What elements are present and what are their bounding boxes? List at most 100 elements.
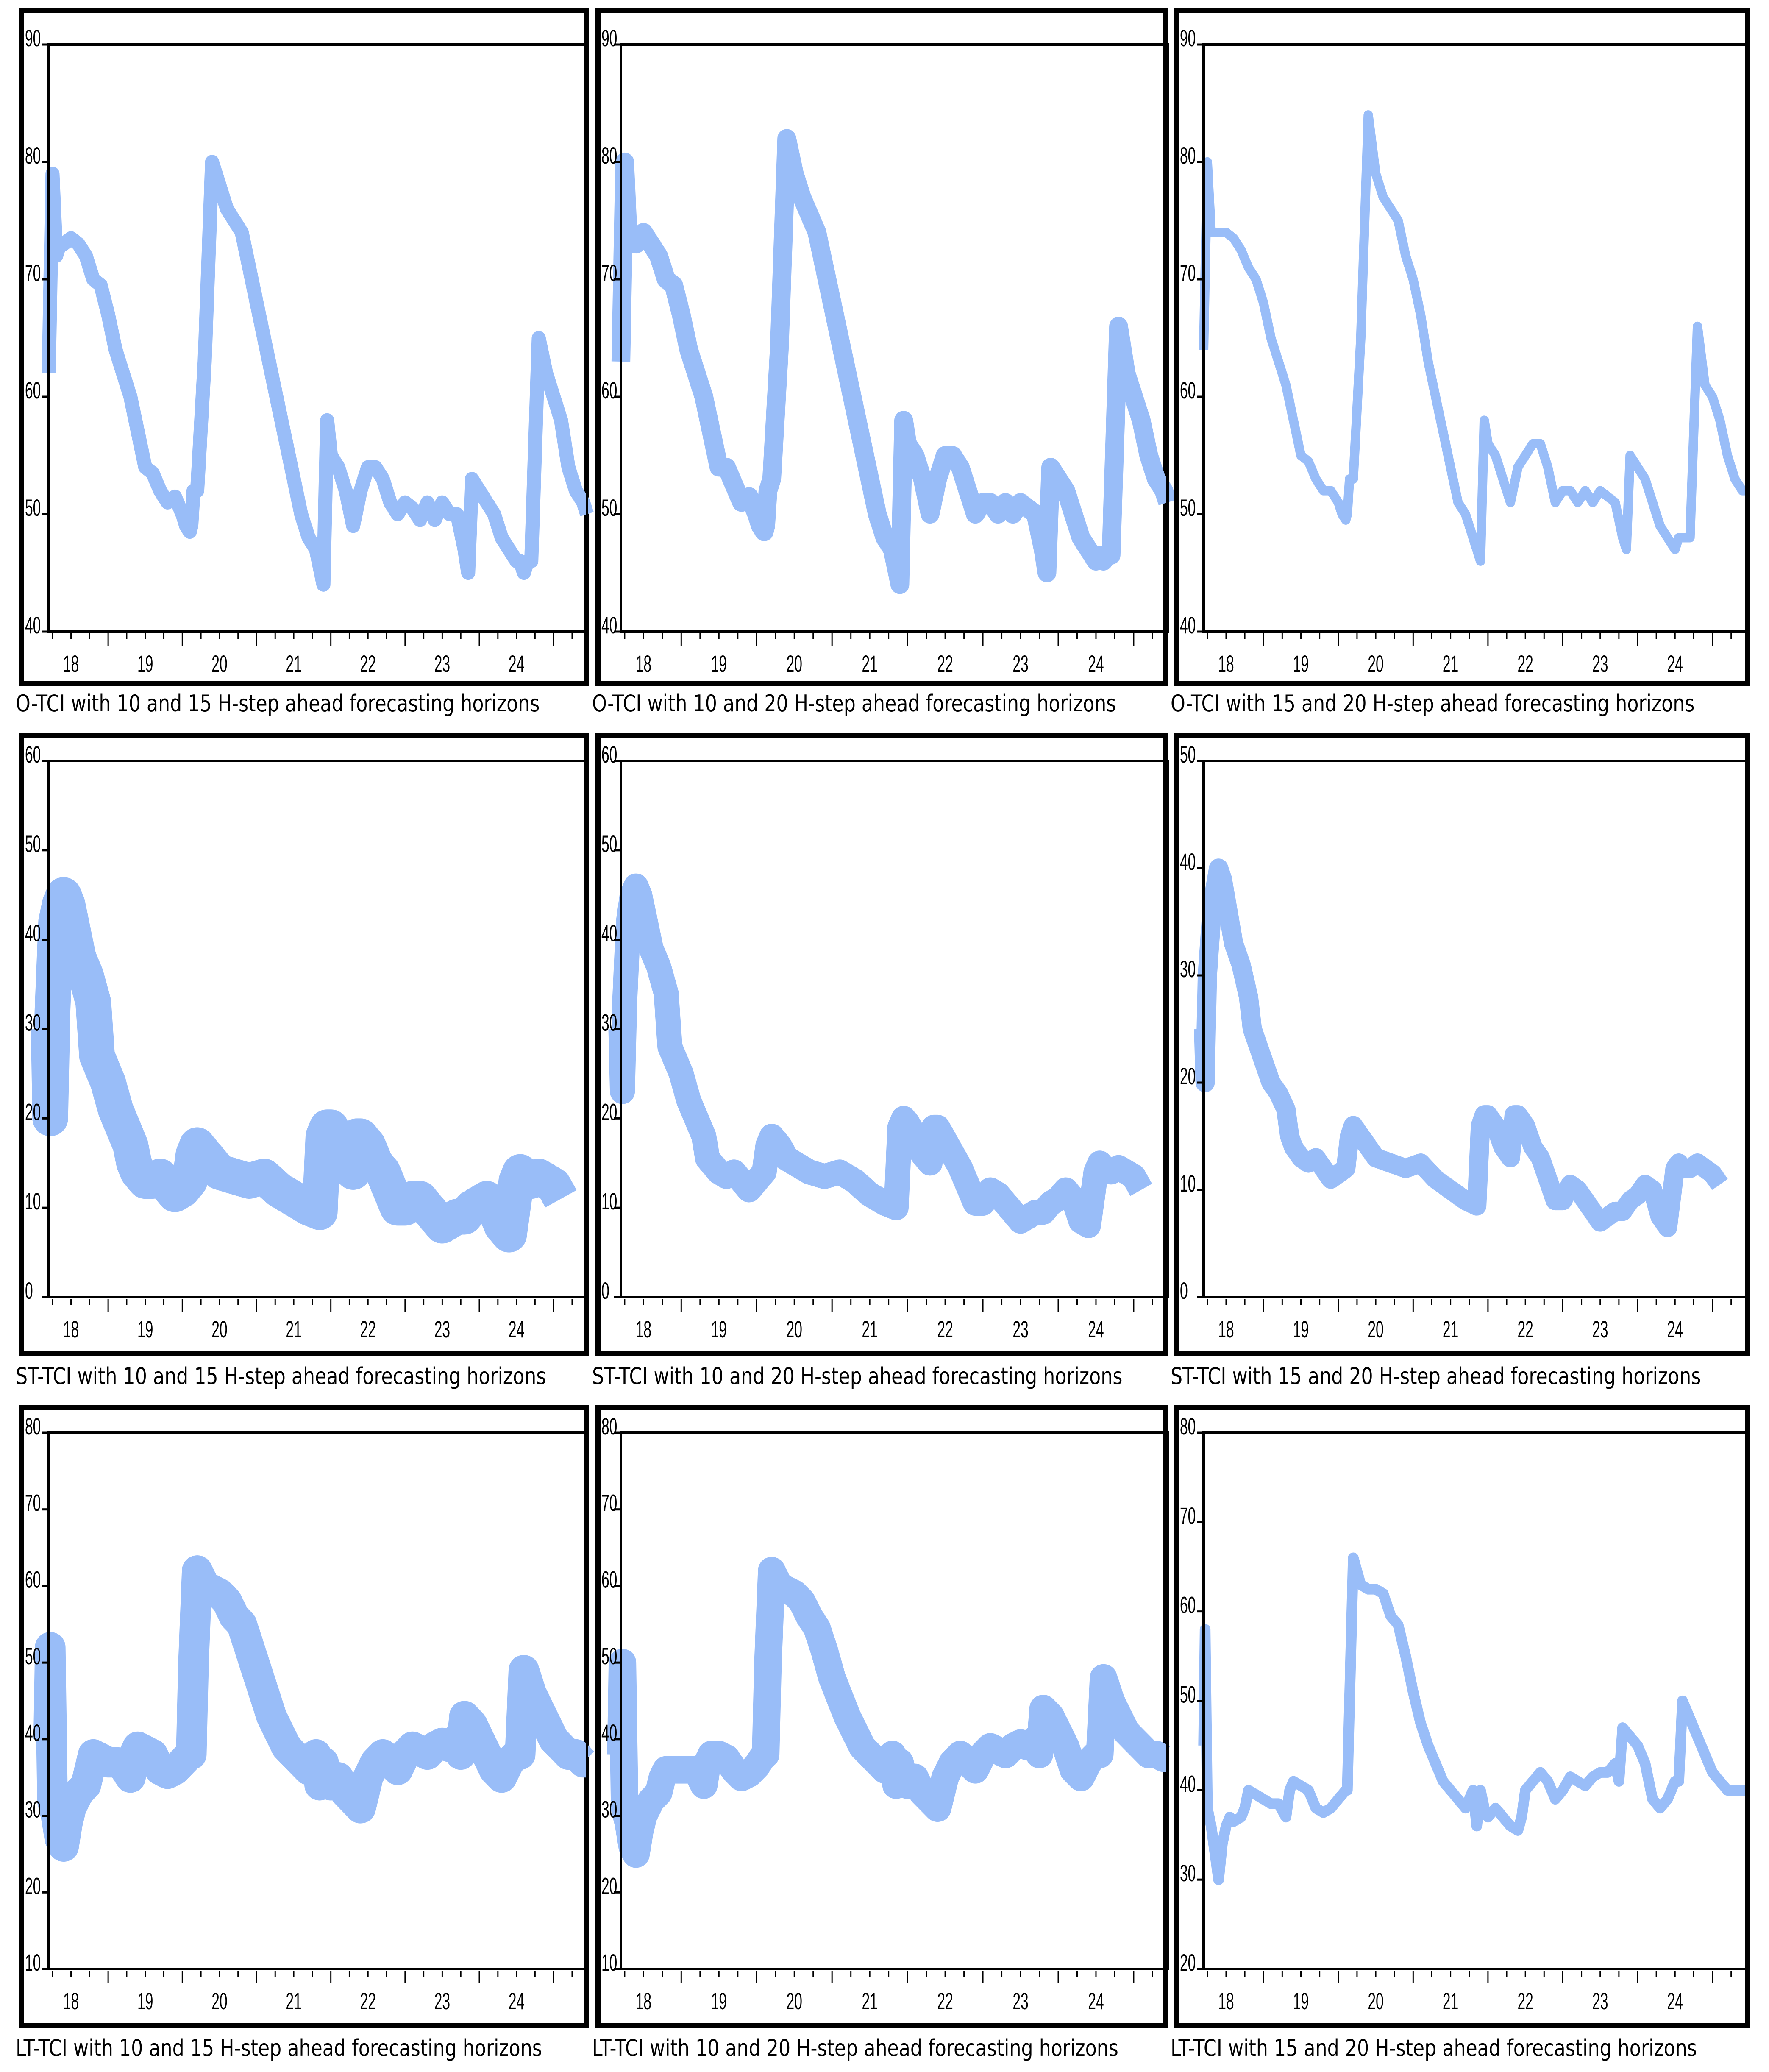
x-tick-label: 18: [63, 650, 79, 677]
y-tick-label: 40: [1180, 1770, 1196, 1797]
x-tick-label: 23: [1012, 1316, 1028, 1342]
chart-frame: [595, 733, 1168, 1356]
y-tick-label: 40: [601, 920, 617, 947]
y-tick-label: 80: [601, 142, 617, 169]
y-tick-label: 60: [1180, 377, 1196, 404]
x-tick-label: 22: [937, 650, 953, 677]
y-tick-label: 70: [601, 259, 617, 286]
series-line: [31, 877, 577, 1253]
x-tick-label: 23: [1012, 1988, 1028, 2014]
y-tick-label: 50: [601, 1643, 617, 1669]
y-tick-label: 20: [25, 1098, 41, 1125]
x-tick-label: 24: [509, 1988, 524, 2014]
series-line: [608, 873, 1152, 1238]
y-tick-label: 90: [1180, 25, 1196, 51]
y-tick-label: 40: [25, 920, 41, 947]
x-tick-label: 19: [1293, 650, 1309, 677]
y-tick-label: 10: [601, 1188, 617, 1214]
x-tick-label: 19: [137, 1316, 153, 1342]
y-tick-label: 30: [25, 1009, 41, 1036]
x-tick-label: 19: [711, 650, 727, 677]
x-tick-label: 23: [1592, 1316, 1608, 1342]
x-tick-label: 21: [862, 1316, 877, 1342]
y-tick-label: 80: [25, 1413, 41, 1440]
plot-area-border: [47, 43, 588, 633]
x-tick-label: 18: [636, 1316, 651, 1342]
x-tick-label: 24: [1088, 1316, 1104, 1342]
y-tick-label: 70: [1180, 1502, 1196, 1529]
y-tick-label: 60: [601, 741, 617, 768]
y-tick-label: 50: [1180, 494, 1196, 521]
y-tick-label: 30: [601, 1009, 617, 1036]
x-tick-label: 20: [211, 650, 227, 677]
y-tick-label: 70: [601, 1490, 617, 1516]
plot-area-border: [620, 1431, 1169, 1970]
x-tick-label: 20: [211, 1316, 227, 1342]
y-tick-label: 0: [601, 1277, 609, 1304]
x-tick-label: 24: [509, 650, 524, 677]
y-tick-label: 10: [1180, 1170, 1196, 1197]
x-tick-label: 24: [1667, 1316, 1683, 1342]
y-tick-label: 80: [601, 1413, 617, 1440]
chart-caption: O-TCI with 10 and 20 H-step ahead foreca…: [592, 690, 1116, 717]
y-tick-label: 40: [25, 1719, 41, 1746]
chart-caption: ST-TCI with 10 and 20 H-step ahead forec…: [592, 1363, 1123, 1390]
x-tick-label: 21: [1443, 650, 1458, 677]
x-tick-label: 23: [1592, 1988, 1608, 2014]
chart-caption: O-TCI with 10 and 15 H-step ahead foreca…: [16, 690, 540, 717]
y-tick-label: 0: [1180, 1277, 1188, 1304]
y-tick-label: 50: [1180, 1681, 1196, 1708]
chart-caption: LT-TCI with 10 and 15 H-step ahead forec…: [16, 2035, 542, 2061]
series-line: [611, 129, 1177, 594]
y-tick-label: 60: [25, 741, 41, 768]
y-tick-label: 90: [25, 25, 41, 51]
y-tick-label: 40: [1180, 848, 1196, 875]
y-tick-label: 20: [1180, 1949, 1196, 1976]
x-tick-label: 22: [360, 1316, 376, 1342]
y-tick-label: 30: [601, 1796, 617, 1823]
series-line: [1199, 110, 1747, 566]
y-tick-label: 40: [601, 612, 617, 638]
x-tick-label: 18: [63, 1988, 79, 2014]
x-tick-label: 23: [1592, 650, 1608, 677]
chart-frame: [595, 8, 1168, 686]
y-tick-label: 20: [601, 1872, 617, 1899]
x-tick-label: 19: [1293, 1988, 1309, 2014]
x-tick-label: 24: [1088, 650, 1104, 677]
series-line: [42, 155, 594, 592]
x-tick-label: 23: [1012, 650, 1028, 677]
y-tick-label: 50: [601, 830, 617, 857]
plot-area-border: [47, 1431, 588, 1970]
y-tick-label: 50: [601, 494, 617, 521]
series-line: [1194, 858, 1728, 1237]
plot-area-border: [1202, 760, 1747, 1298]
y-tick-label: 60: [1180, 1592, 1196, 1618]
y-tick-label: 10: [25, 1949, 41, 1976]
x-tick-label: 24: [1667, 1988, 1683, 2014]
chart-caption: LT-TCI with 15 and 20 H-step ahead forec…: [1171, 2035, 1697, 2061]
x-tick-label: 20: [787, 1316, 802, 1342]
y-tick-label: 80: [1180, 1413, 1196, 1440]
x-tick-label: 20: [1368, 1316, 1383, 1342]
x-tick-label: 21: [286, 1988, 301, 2014]
plot-area-border: [620, 43, 1169, 633]
x-tick-label: 18: [63, 1316, 79, 1342]
x-tick-label: 22: [937, 1316, 953, 1342]
x-tick-label: 19: [137, 650, 153, 677]
x-tick-label: 22: [1517, 1316, 1533, 1342]
y-tick-label: 50: [25, 830, 41, 857]
y-tick-label: 60: [601, 1566, 617, 1593]
x-tick-label: 20: [787, 1988, 802, 2014]
y-tick-label: 70: [1180, 259, 1196, 286]
chart-caption: ST-TCI with 15 and 20 H-step ahead forec…: [1171, 1363, 1701, 1390]
series-line: [33, 1555, 599, 1862]
chart-caption: LT-TCI with 10 and 20 H-step ahead forec…: [592, 2035, 1118, 2061]
y-tick-label: 90: [601, 25, 617, 51]
plot-area-border: [1202, 43, 1747, 633]
x-tick-label: 19: [711, 1316, 727, 1342]
